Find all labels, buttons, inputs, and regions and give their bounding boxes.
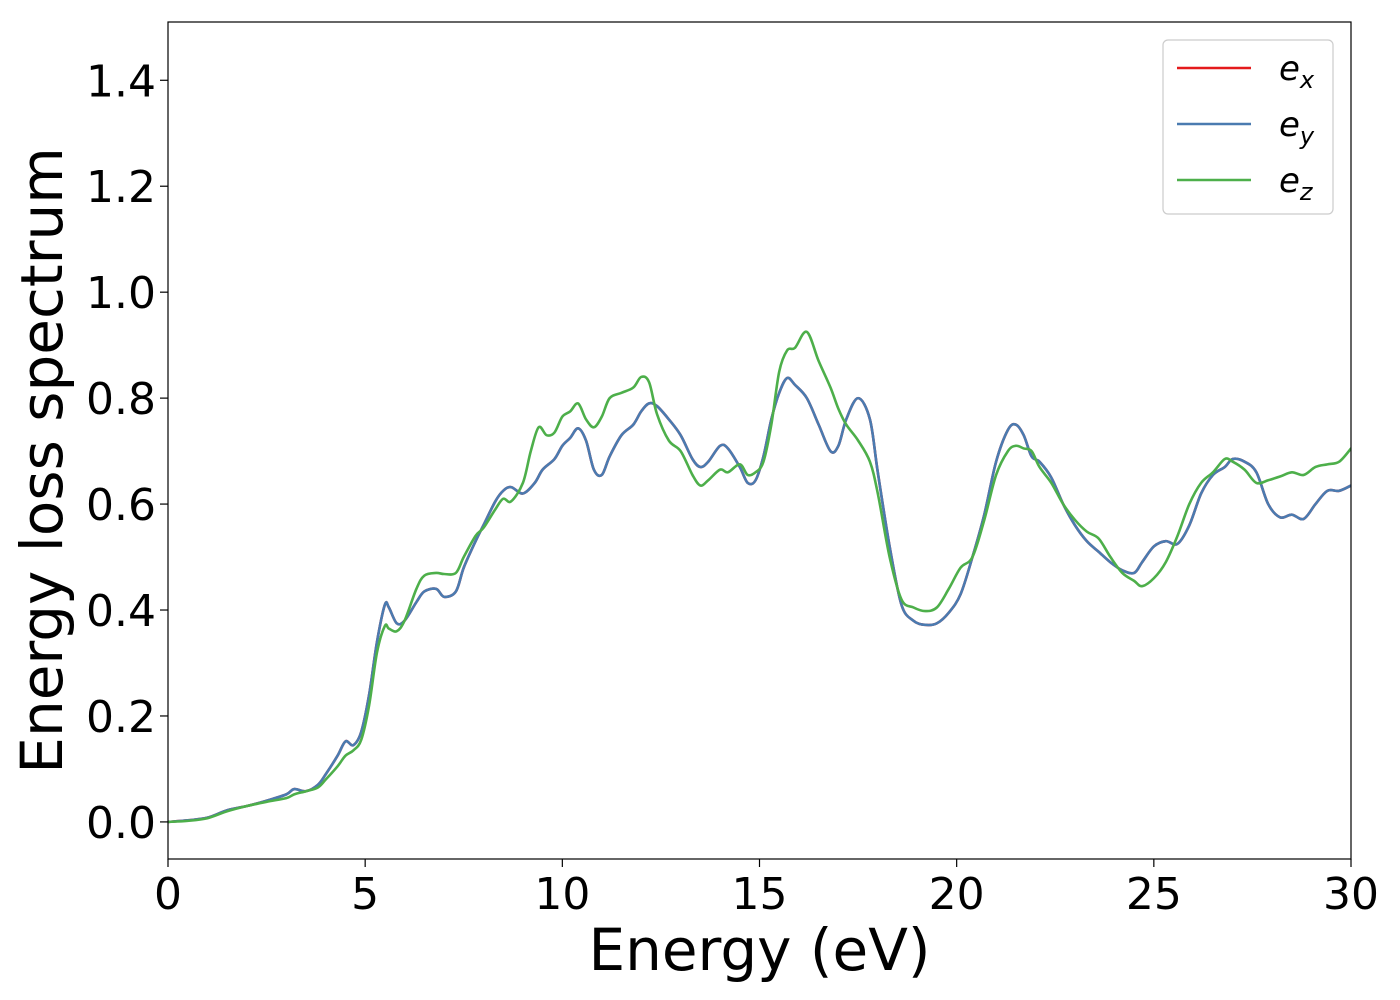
y-tick-label: 0.8 <box>86 374 156 425</box>
x-axis-label: Energy (eV) <box>588 916 930 984</box>
x-tick-label: 15 <box>732 869 788 920</box>
y-axis-label: Energy loss spectrum <box>8 147 76 773</box>
x-tick-label: 30 <box>1323 869 1379 920</box>
y-tick-label: 0.6 <box>86 480 156 531</box>
legend: ex ey ez <box>1162 39 1334 215</box>
legend-label-z: ez <box>1279 161 1314 206</box>
x-tick-label: 5 <box>351 869 379 920</box>
series-line-z <box>168 330 1351 824</box>
legend-label-x: ex <box>1279 49 1315 94</box>
legend-box <box>1162 39 1334 215</box>
x-axis-ticks: 0 5 10 15 20 25 30 <box>154 859 1379 920</box>
y-tick-label: 0.0 <box>86 798 156 849</box>
legend-label-y: ey <box>1279 105 1315 150</box>
y-tick-label: 1.2 <box>86 162 156 213</box>
y-tick-label: 1.4 <box>86 56 156 107</box>
x-tick-label: 10 <box>534 869 590 920</box>
series-layer <box>168 330 1351 824</box>
x-tick-label: 0 <box>154 869 182 920</box>
y-tick-label: 0.4 <box>86 586 156 637</box>
y-tick-label: 0.2 <box>86 692 156 743</box>
y-tick-label: 1.0 <box>86 268 156 319</box>
y-axis-ticks: 0.0 0.2 0.4 0.6 0.8 1.0 1.2 1.4 <box>86 56 168 849</box>
series-line-y <box>168 376 1351 824</box>
x-tick-label: 20 <box>929 869 985 920</box>
x-tick-label: 25 <box>1126 869 1182 920</box>
